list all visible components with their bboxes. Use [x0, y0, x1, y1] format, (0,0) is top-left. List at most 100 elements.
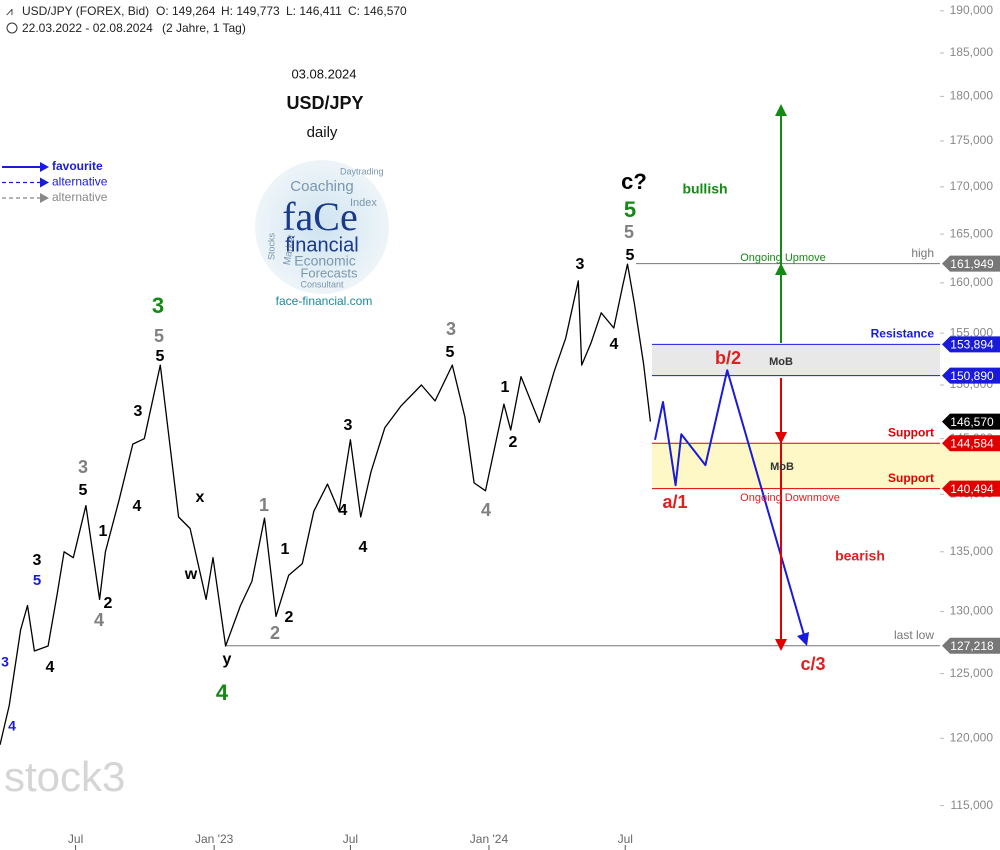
price-label: 161,949: [950, 257, 994, 271]
wave-label: 3: [446, 319, 456, 339]
logo-word: Forecasts: [300, 265, 358, 280]
logo-words: Coaching Daytrading Index Stocks Economi…: [266, 166, 383, 289]
logo-brand: faCe: [282, 194, 358, 239]
logo-cloud: [255, 160, 389, 294]
y-tick-label: 170,000: [950, 179, 994, 193]
y-tick-label: 185,000: [950, 45, 994, 59]
wave-label: 5: [154, 326, 164, 346]
wave-label: 5: [446, 344, 455, 361]
ohlc-close: C: 146,570: [348, 4, 407, 18]
price-label: 144,584: [950, 436, 994, 450]
wave-label: bearish: [835, 548, 885, 564]
wave-label: Ongoing Upmove: [740, 252, 826, 264]
level-caption: high: [911, 246, 934, 260]
wave-label: 5: [624, 222, 634, 242]
y-tick-label: 125,000: [950, 666, 994, 680]
level-caption: Support: [888, 425, 934, 439]
logo-word: Economic: [294, 253, 355, 269]
y-tick-label: 180,000: [950, 89, 994, 103]
wave-label: 3: [152, 293, 164, 318]
price-box: [942, 367, 1000, 384]
logo-word: Consultant: [300, 279, 344, 289]
y-tick-label: 160,000: [950, 275, 994, 289]
wave-label: 4: [133, 498, 142, 515]
ohlc-high: H: 149,773: [221, 4, 280, 18]
wave-label: 5: [624, 197, 636, 222]
wave-label: 4: [359, 539, 368, 556]
ohlc-open: O: 149,264: [156, 4, 216, 18]
price-label: 150,890: [950, 369, 994, 383]
wave-label: 4: [94, 610, 104, 630]
wave-label: 5: [156, 348, 165, 365]
legend-arrow: [40, 177, 49, 188]
y-tick-label: 165,000: [950, 226, 994, 240]
y-tick-label: 115,000: [951, 798, 994, 812]
logo-word: Market: [282, 234, 298, 266]
legend-arrow: [40, 193, 49, 203]
wave-label: 4: [610, 336, 619, 353]
arrow-head: [797, 632, 809, 646]
wave-label: bullish: [682, 181, 727, 197]
logo-word: Daytrading: [340, 166, 384, 176]
price-label: 146,570: [950, 415, 994, 429]
legend-label: alternative: [52, 175, 108, 189]
arrow-head: [775, 263, 787, 275]
wave-label: w: [184, 566, 198, 583]
x-tick-label: Jul: [618, 832, 633, 846]
wave-label: 2: [104, 595, 113, 612]
wave-label: 3: [78, 457, 88, 477]
chart-interval: daily: [307, 124, 338, 141]
legend-label: alternative: [52, 190, 108, 204]
watermark: stock3: [4, 753, 125, 800]
wave-label: 2: [270, 623, 280, 643]
wave-label: 4: [339, 502, 348, 519]
logo-sub: financial: [285, 234, 358, 256]
logo-word: Stocks: [266, 232, 276, 260]
price-label: 140,494: [950, 482, 994, 496]
chart-title: USD/JPY: [286, 93, 363, 113]
y-tick-label: 155,000: [950, 325, 994, 339]
wave-label: 4: [8, 718, 16, 734]
y-tick-label: 190,000: [950, 3, 994, 17]
wave-label: c/3: [800, 654, 825, 674]
wave-label: 1: [281, 541, 290, 558]
price-box: [942, 413, 1000, 430]
wave-label: 5: [79, 482, 88, 499]
arrow-head: [775, 432, 787, 444]
y-tick-label: 130,000: [950, 604, 994, 618]
wave-label: x: [196, 489, 205, 506]
ohlc-low: L: 146,411: [286, 4, 342, 18]
wave-label: MoB: [770, 461, 794, 473]
wave-label: 3: [134, 403, 143, 420]
wave-label: 3: [344, 417, 353, 434]
x-tick-label: Jan '23: [195, 832, 234, 846]
wave-label: 2: [285, 609, 294, 626]
wave-label: 4: [46, 659, 55, 676]
x-tick-label: Jul: [68, 832, 83, 846]
wave-label: b/2: [715, 348, 741, 368]
wave-label: 2: [509, 434, 518, 451]
date-span: (2 Jahre, 1 Tag): [162, 21, 246, 35]
y-tick-label: 135,000: [950, 544, 994, 558]
price-line: [0, 263, 652, 745]
projection-line: [654, 369, 806, 639]
wave-label: 1: [259, 495, 269, 515]
wave-label: c?: [621, 169, 647, 194]
logo-word: Coaching: [290, 178, 353, 195]
level-caption: Resistance: [871, 327, 935, 341]
y-tick-label: 120,000: [950, 730, 994, 744]
chart-date: 03.08.2024: [291, 66, 356, 81]
wave-label: 1: [99, 523, 108, 540]
wave-label: 3: [33, 552, 42, 569]
wave-label: 3: [576, 256, 585, 273]
website: face-financial.com: [276, 294, 373, 308]
price-label: 127,218: [950, 639, 994, 653]
wave-label: 5: [626, 247, 635, 264]
header-icon: ⩘: [6, 4, 13, 18]
price-box: [942, 435, 1000, 452]
clock-icon: [6, 22, 18, 34]
price-box: [942, 637, 1000, 654]
wave-label: y: [223, 651, 232, 668]
wave-label: 4: [481, 500, 491, 520]
